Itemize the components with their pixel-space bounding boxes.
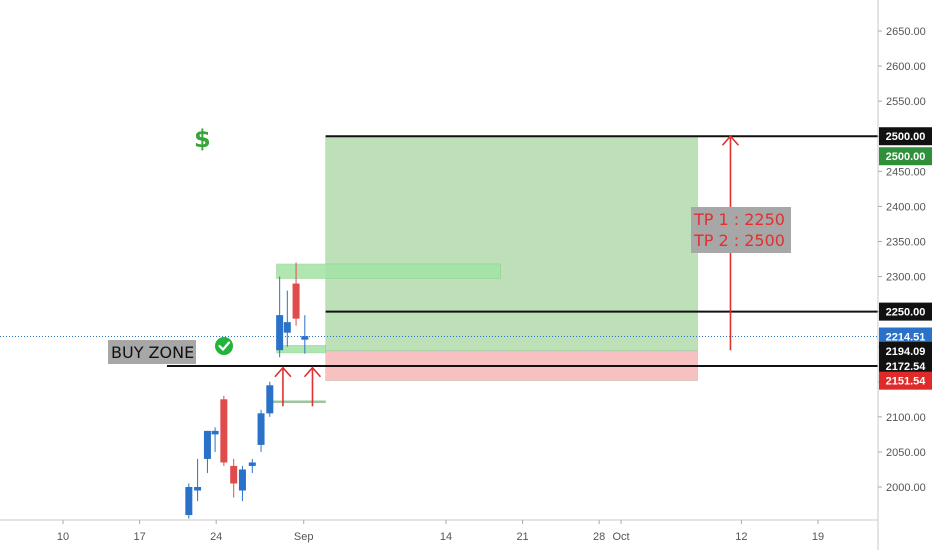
price-tag-bg [879,302,932,321]
arrow-head [721,135,740,146]
y-tick-label: 2100.00 [886,412,926,424]
candle-9 [266,381,274,417]
price-tag-bg [879,127,932,146]
candle-body [301,336,309,340]
price-tag-label: 2250.00 [886,307,926,319]
x-tick-label: Oct [612,531,629,543]
x-tick-label: Sep [294,531,314,543]
y-tick-label: 2650.00 [886,26,926,38]
candle-body [292,283,300,319]
x-tick-label: 12 [735,531,747,543]
candle-11 [283,290,291,347]
tag-2214: 2214.51 [879,327,932,346]
arrow-head [274,366,292,378]
price-tags: 2500.00 2500.00 2250.00 2214.51 2194.09 2172.… [879,127,932,390]
price-tag-label: 2500.00 [886,131,926,143]
candle-2 [203,430,211,473]
resistance-box [276,263,501,279]
tp1-label: TP 1 : 2250 [693,210,785,229]
candle-4 [220,395,228,466]
candle-body [220,399,228,463]
candle-10 [276,276,284,358]
tag-2172: 2172.54 [879,356,932,375]
price-axis[interactable]: 2000.002050.002100.002150.002200.002250.… [877,0,926,550]
buy-zone-label-bg [108,340,196,364]
price-tag-bg [879,371,932,390]
x-tick-label: 24 [210,531,222,543]
candle-body [283,322,291,333]
y-tick-label: 2450.00 [886,166,926,178]
candle-7 [248,458,256,473]
time-axis[interactable]: 10 17 24 Sep 14 21 28 Oct 12 19 [0,519,878,543]
y-tick-label: 2400.00 [886,201,926,213]
candles [185,262,309,519]
price-tag-bg [879,327,932,346]
tag-2250: 2250.00 [879,302,932,321]
support-box [276,345,326,354]
candle-12 [292,262,300,326]
y-tick-label: 2050.00 [886,447,926,459]
price-tag-label: 2500.00 [886,151,926,163]
candle-6 [238,465,246,502]
candle-body [230,465,238,484]
tp2-label: TP 2 : 2500 [693,231,785,250]
dollar-icon: $ [194,125,211,153]
candle-body [257,413,265,445]
candle-body [276,315,284,351]
profit-zone [325,135,698,352]
base-box [270,400,326,404]
small-arrow-2 [303,366,322,407]
x-tick-label: 21 [516,531,528,543]
price-tag-label: 2151.54 [886,376,927,388]
tag-2500-black: 2500.00 [879,127,932,146]
y-tick-label: 2300.00 [886,272,926,284]
candle-13 [301,315,309,354]
candle-5 [230,458,238,498]
candle-body [211,430,219,435]
price-tag-label: 2214.51 [886,332,926,344]
candle-body [185,487,193,516]
tp-label-bg [691,207,791,253]
candle-body [248,462,256,466]
checkmark-icon [215,337,233,355]
notes: $ BUY ZONE TP 1 : 2250 TP 2 : 2500 [108,125,791,364]
y-tick-label: 2600.00 [886,61,926,73]
price-tag-label: 2172.54 [886,361,927,373]
candle-body [194,487,202,491]
y-tick-label: 2550.00 [886,96,926,108]
y-tick-label: 2000.00 [886,482,926,494]
tag-2151: 2151.54 [879,371,932,390]
candle-3 [211,427,219,452]
candle-8 [257,409,265,452]
price-tag-bg [879,147,932,166]
price-tag-bg [879,356,932,375]
x-tick-label: 17 [133,531,145,543]
x-tick-label: 10 [57,531,69,543]
zones [0,135,878,404]
horizontal-lines [166,135,878,367]
price-tag-label: 2194.09 [886,346,926,358]
x-tick-label: 19 [812,531,824,543]
price-tag-bg [879,341,932,360]
arrow-head [303,366,322,378]
y-tick-label: 2350.00 [886,236,926,248]
x-tick-label: 14 [440,531,452,543]
x-tick-label: 28 [593,531,605,543]
candle-1 [194,458,202,502]
tag-2500-green: 2500.00 [879,147,932,166]
candle-body [203,430,211,459]
buy-zone-label: BUY ZONE [111,343,194,362]
small-arrow-1 [274,366,292,407]
candle-0 [185,483,193,519]
candle-body [238,469,246,491]
tag-2194: 2194.09 [879,341,932,360]
candle-body [266,385,274,414]
